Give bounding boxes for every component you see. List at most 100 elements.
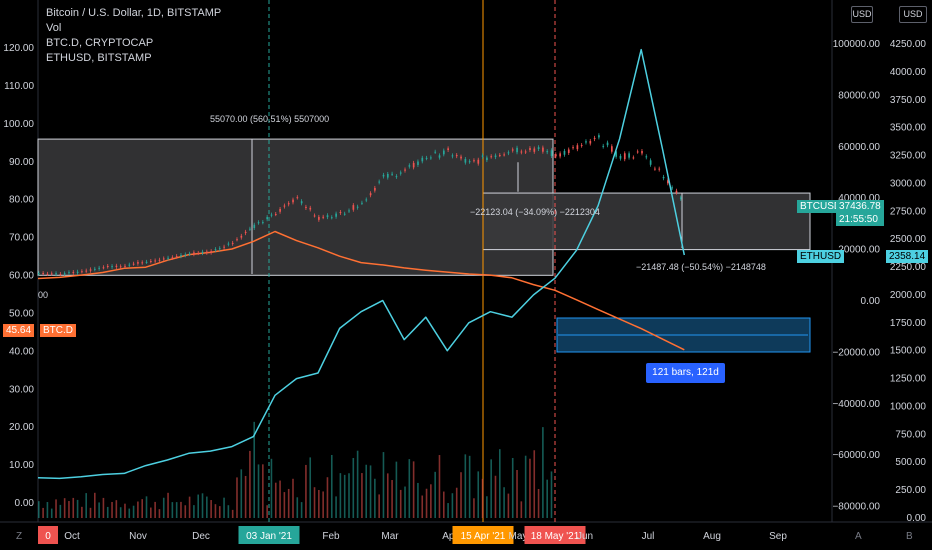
- volume-bar: [270, 458, 273, 518]
- btcusd-candle: [240, 235, 243, 238]
- volume-bar: [227, 505, 230, 518]
- volume-bar: [335, 496, 337, 518]
- currency-button-far[interactable]: USD: [899, 6, 927, 23]
- btcusd-candle: [675, 190, 678, 193]
- btcusd-candle: [481, 155, 484, 157]
- volume-bar: [257, 464, 260, 518]
- ethusd-name-tag: ETHUSD: [797, 250, 845, 263]
- volume-bar: [438, 455, 441, 518]
- volume-bar: [68, 501, 70, 518]
- volume-bar: [537, 488, 540, 518]
- volume-bar: [81, 506, 83, 518]
- volume-bar: [339, 473, 342, 518]
- volume-bar: [326, 477, 329, 518]
- volume-bar: [434, 471, 436, 518]
- btc-axis-tick: 20000.00: [838, 245, 880, 256]
- volume-bar: [361, 473, 363, 518]
- volume-bar: [404, 486, 406, 518]
- btcusd-candle: [352, 205, 355, 210]
- volume-bar: [421, 495, 424, 518]
- btcusd-candle: [210, 251, 213, 253]
- btcusd-candle: [98, 267, 101, 269]
- btcusd-candle: [486, 157, 488, 161]
- btcusd-candle: [335, 213, 337, 217]
- btcusd-candle: [649, 160, 652, 165]
- volume-bar: [374, 478, 376, 518]
- volume-bar: [106, 506, 109, 518]
- btcusd-candle: [63, 273, 66, 275]
- volume-bar: [498, 449, 501, 518]
- log-scale-icon[interactable]: B: [906, 531, 913, 542]
- eth-axis-tick: 3000.00: [890, 178, 927, 189]
- btcusd-candle: [167, 257, 169, 259]
- measure-label-down: −21487.48 (−50.54%) −2148748: [636, 262, 766, 272]
- btcd-axis-tick: 110.00: [4, 81, 34, 92]
- time-axis-tick: Feb: [322, 531, 340, 542]
- volume-bar: [150, 507, 152, 518]
- btc-axis-tick: −20000.00: [832, 347, 880, 358]
- btcusd-candle: [408, 165, 411, 167]
- btcusd-candle: [81, 271, 83, 273]
- btcusd-candle: [498, 155, 501, 157]
- volume-bar: [369, 465, 372, 518]
- btcusd-candle: [477, 159, 480, 164]
- btcusd-candle: [417, 161, 419, 165]
- legend-btcd[interactable]: BTC.D, CRYPTOCAP: [46, 37, 154, 49]
- legend-main-symbol[interactable]: Bitcoin / U.S. Dollar, 1D, BITSTAMP: [46, 7, 222, 19]
- btcusd-candle: [201, 251, 204, 254]
- btcusd-candle: [615, 151, 618, 157]
- volume-bar: [274, 482, 277, 518]
- measure-rect-up: [37, 138, 554, 276]
- legend-ethusd[interactable]: ETHUSD, BITSTAMP: [46, 52, 152, 64]
- time-axis-left-tag-label: 0: [45, 531, 51, 542]
- volume-bar: [158, 509, 161, 518]
- btcusd-candle: [585, 141, 587, 143]
- btcusd-candle: [50, 273, 53, 275]
- btcusd-candle: [356, 206, 359, 208]
- volume-bar: [89, 507, 92, 518]
- currency-button[interactable]: USD: [851, 6, 873, 23]
- btcusd-candle: [671, 187, 674, 189]
- time-axis-tick: Jun: [577, 531, 593, 542]
- btcusd-candle: [193, 252, 195, 255]
- measure-rect-down: [482, 192, 811, 251]
- btcusd-candle: [197, 252, 200, 254]
- eth-axis-tick: 3750.00: [890, 95, 927, 106]
- volume-bar: [524, 455, 527, 518]
- btcusd-candle: [348, 210, 350, 212]
- volume-bar: [98, 502, 100, 518]
- btcusd-candle: [124, 265, 126, 267]
- legend-volume[interactable]: Vol: [46, 22, 62, 34]
- volume-bar: [42, 507, 44, 518]
- btcd-axis-tick: 10.00: [9, 460, 34, 471]
- volume-bar: [201, 493, 204, 518]
- eth-axis-tick: 500.00: [895, 457, 926, 468]
- time-axis-tick: Sep: [769, 531, 787, 542]
- eth-axis-tick: 250.00: [895, 485, 926, 496]
- auto-scale-icon[interactable]: A: [855, 531, 862, 542]
- btcusd-candle: [188, 253, 191, 255]
- btcusd-candle: [111, 266, 113, 268]
- btcusd-candle: [602, 145, 605, 147]
- volume-bar: [533, 450, 536, 518]
- btcusd-candle: [305, 206, 307, 209]
- chart-legend: Bitcoin / U.S. Dollar, 1D, BITSTAMP Vol …: [46, 6, 221, 66]
- volume-bar: [210, 500, 212, 518]
- btcd-axis-tick: 90.00: [9, 157, 34, 168]
- btcusd-candle: [42, 273, 45, 275]
- btcusd-candle: [72, 272, 75, 274]
- btcusd-candle: [550, 150, 553, 156]
- volume-bar: [59, 504, 62, 518]
- time-axis-tag: [452, 526, 514, 544]
- btcusd-candle: [391, 173, 393, 175]
- volume-bar: [46, 502, 49, 518]
- timezone-icon[interactable]: Z: [16, 531, 23, 542]
- btcusd-candle: [262, 222, 264, 224]
- btcusd-candle: [589, 140, 592, 144]
- volume-bar: [102, 497, 105, 518]
- btcusd-candle: [438, 155, 441, 158]
- btcusd-candle: [292, 199, 294, 203]
- btcusd-candle: [623, 153, 626, 160]
- volume-bar: [382, 452, 385, 518]
